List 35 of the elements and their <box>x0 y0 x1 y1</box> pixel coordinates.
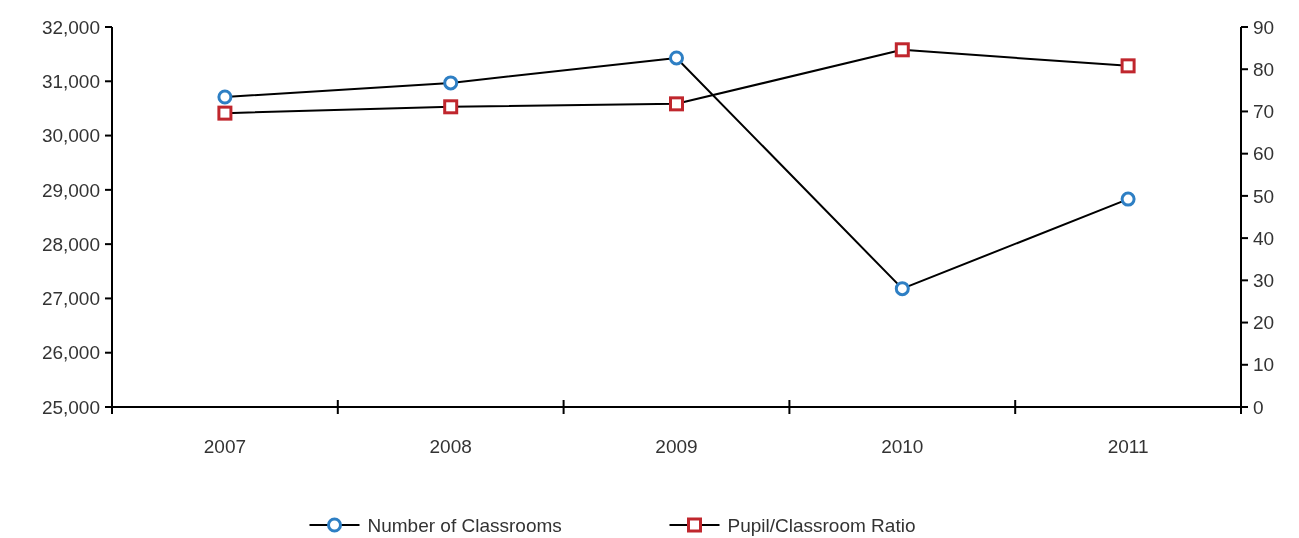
y-tick-label: 28,000 <box>41 233 100 255</box>
point <box>217 105 233 121</box>
x-tick-label: 2007 <box>203 436 247 457</box>
y2-tick-label: 60 <box>1253 143 1275 165</box>
y-tick-label: 26,000 <box>41 342 100 364</box>
y2-tick-label: 90 <box>1253 16 1275 38</box>
y2-tick-label: 10 <box>1253 354 1275 376</box>
point <box>669 96 684 112</box>
y2-tick-label: 0 <box>1253 396 1264 418</box>
y-tick-label: 29,000 <box>41 179 100 201</box>
legend-label: Number of Classrooms <box>367 514 562 536</box>
point <box>443 75 459 91</box>
point <box>669 50 684 66</box>
y-tick-label: 27,000 <box>41 288 100 310</box>
y-tick-label: 30,000 <box>41 125 100 147</box>
y2-tick-label: 80 <box>1253 58 1275 80</box>
point <box>443 99 459 115</box>
y2-tick-label: 30 <box>1253 269 1275 291</box>
x-tick-label: 2010 <box>881 436 924 457</box>
y2-tick-label: 20 <box>1253 312 1275 334</box>
y2-tick-label: 70 <box>1253 101 1275 123</box>
x-tick-label: 2008 <box>429 436 472 457</box>
y-tick-label: 25,000 <box>41 396 100 418</box>
x-tick-label: 2011 <box>1107 436 1149 457</box>
x-tick-label: 2009 <box>655 436 698 457</box>
point <box>1120 191 1136 207</box>
point <box>217 89 233 105</box>
y-tick-label: 31,000 <box>41 70 100 92</box>
point <box>894 281 910 297</box>
point <box>894 42 910 58</box>
y2-tick-label: 50 <box>1253 185 1275 207</box>
y-tick-label: 32,000 <box>41 16 100 38</box>
y2-tick-label: 40 <box>1253 227 1275 249</box>
legend-label: Pupil/Classroom Ratio <box>727 514 916 536</box>
point <box>1120 58 1136 74</box>
